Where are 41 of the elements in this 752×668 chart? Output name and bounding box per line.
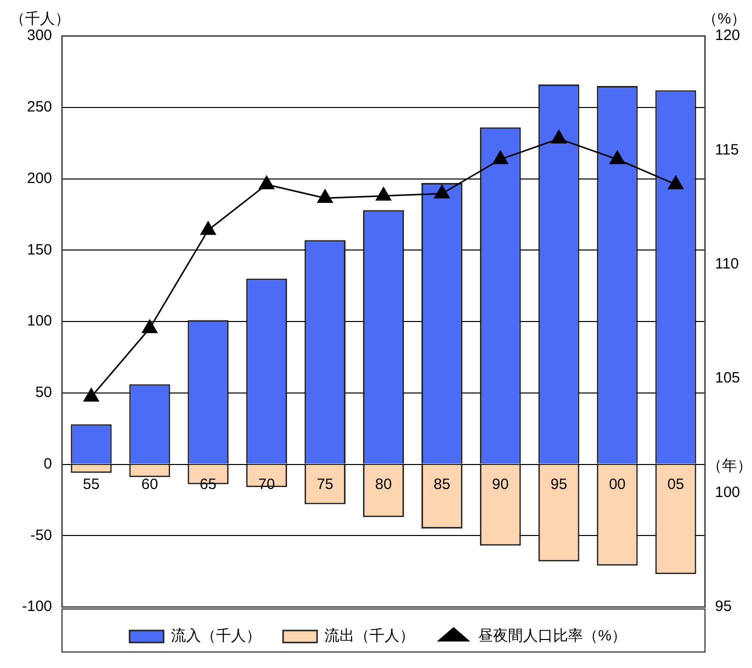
y-tick-label: 150 bbox=[26, 241, 52, 258]
y2-tick-label: 100 bbox=[714, 484, 740, 501]
x-tick-label: 55 bbox=[82, 476, 100, 493]
y-tick-label: 250 bbox=[26, 98, 52, 116]
point bbox=[84, 388, 99, 402]
legend-label: 流入（千人） bbox=[171, 628, 262, 645]
point bbox=[610, 150, 625, 164]
x-axis-title: （年） bbox=[706, 457, 752, 474]
x-tick-label: 75 bbox=[316, 476, 334, 493]
y2-tick-label: 115 bbox=[714, 141, 739, 158]
y2-tick-label: 95 bbox=[714, 598, 732, 616]
point bbox=[258, 176, 274, 190]
x-tick-label: 00 bbox=[608, 476, 626, 493]
y-tick-label: 50 bbox=[35, 384, 52, 402]
y-tick-label: 0 bbox=[44, 455, 52, 472]
point bbox=[376, 187, 392, 201]
x-tick-label: 90 bbox=[492, 476, 509, 493]
x-tick-label: 05 bbox=[667, 476, 684, 493]
x-tick-label: 60 bbox=[141, 476, 158, 493]
y2-tick-label: 110 bbox=[714, 256, 739, 273]
y-axis-title: （千人） bbox=[10, 10, 70, 28]
point bbox=[142, 320, 158, 334]
x-tick-label: 80 bbox=[375, 476, 392, 493]
y2-tick-label: 120 bbox=[714, 27, 740, 44]
y2-tick-label: 105 bbox=[714, 370, 740, 387]
point bbox=[317, 189, 333, 203]
y-tick-label: -50 bbox=[30, 526, 52, 544]
point bbox=[434, 184, 450, 198]
x-tick-label: 85 bbox=[434, 476, 450, 493]
point bbox=[668, 176, 684, 190]
point bbox=[551, 130, 567, 144]
legend-label: 流出（千人） bbox=[324, 628, 415, 645]
point bbox=[200, 221, 216, 235]
y-tick-label: 100 bbox=[26, 312, 52, 330]
y-tick-label: 300 bbox=[26, 27, 52, 44]
point bbox=[492, 150, 508, 164]
legend-label: 昼夜間人口比率（%） bbox=[478, 628, 626, 645]
y2-axis-title: （%） bbox=[702, 10, 746, 28]
y-tick-label: 200 bbox=[26, 170, 52, 187]
y-tick-label: -100 bbox=[22, 598, 52, 616]
x-tick-label: 95 bbox=[550, 476, 568, 493]
